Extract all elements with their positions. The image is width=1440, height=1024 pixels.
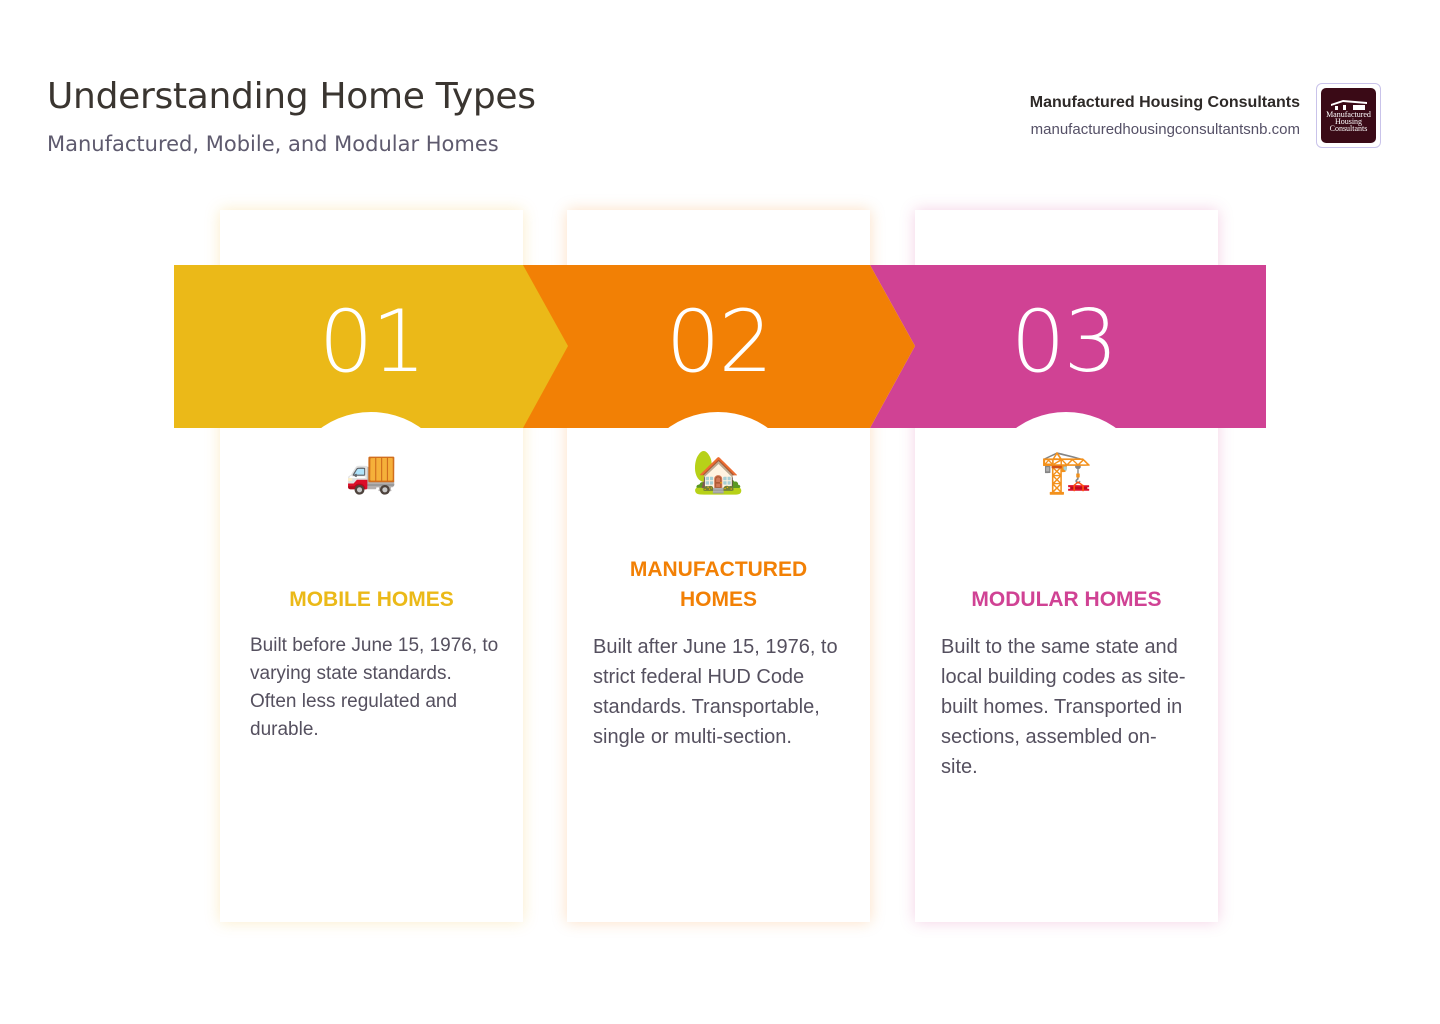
icon-circle-3 bbox=[980, 412, 1152, 584]
step-heading: MOBILE HOMES bbox=[289, 588, 454, 611]
step-heading: MANUFACTURED HOMES bbox=[629, 558, 808, 611]
brand-block: Manufactured Housing Consultants manufac… bbox=[1030, 94, 1300, 138]
brand-logo: Manufactured Housing Consultants bbox=[1316, 83, 1381, 148]
icon-circle-2 bbox=[632, 412, 804, 584]
step-number: 01 bbox=[318, 292, 426, 392]
banner-segment-3 bbox=[870, 265, 1266, 428]
page-title: Understanding Home Types bbox=[47, 76, 536, 117]
brand-name: Manufactured Housing Consultants bbox=[1029, 94, 1300, 111]
house-with-garden-icon: 🏡 bbox=[692, 448, 745, 495]
step-number: 03 bbox=[1010, 292, 1118, 392]
step-heading: MODULAR HOMES bbox=[971, 588, 1162, 611]
brand-url: manufacturedhousingconsultantsnb.com bbox=[1030, 121, 1300, 138]
step-description: Built to the same state and local buildi… bbox=[941, 636, 1186, 778]
banner-segment-1 bbox=[174, 265, 568, 428]
page-subtitle: Manufactured, Mobile, and Modular Homes bbox=[47, 132, 499, 156]
step-description: Built before June 15, 1976, to varying s… bbox=[250, 635, 499, 740]
step-description: Built after June 15, 1976, to strict fed… bbox=[593, 636, 838, 748]
house-roof-icon bbox=[1330, 100, 1367, 110]
step-number: 02 bbox=[665, 292, 773, 392]
building-construction-icon: 🏗️ bbox=[1040, 448, 1093, 495]
delivery-truck-icon: 🚚 bbox=[345, 448, 398, 495]
icon-circle-1 bbox=[285, 412, 457, 584]
banner-segment-2 bbox=[523, 265, 915, 428]
